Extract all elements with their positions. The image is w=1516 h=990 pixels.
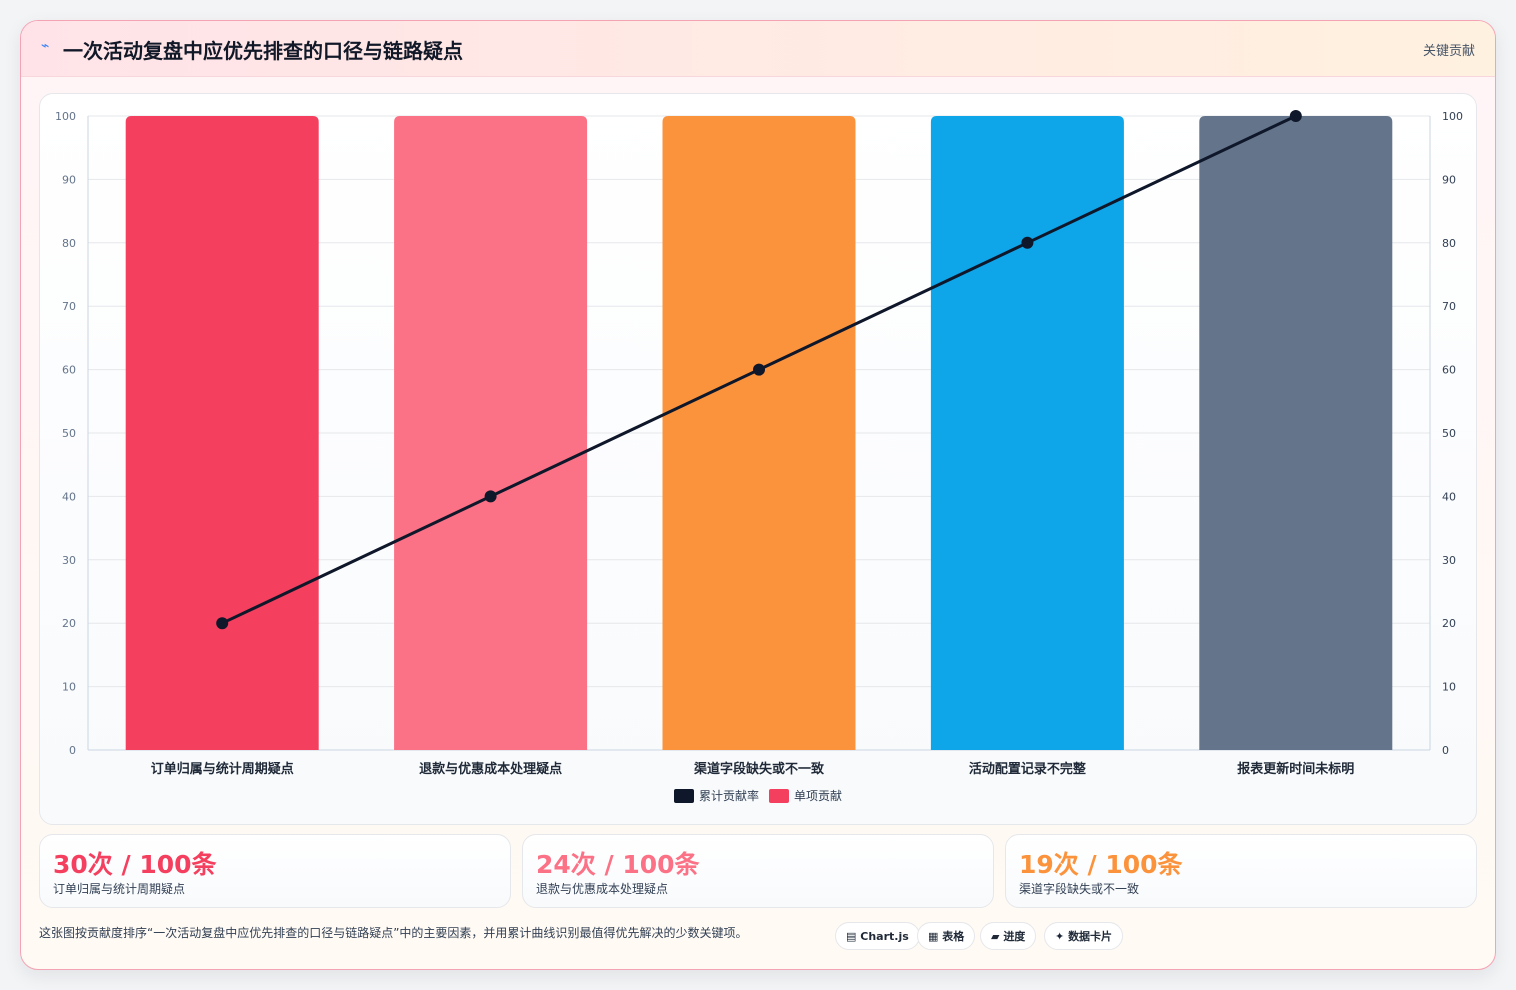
kpi-label: 订单归属与统计周期疑点 bbox=[53, 882, 186, 896]
line-point bbox=[216, 617, 229, 630]
y-tick-label: 40 bbox=[62, 490, 76, 503]
y2-tick-label: 70 bbox=[1442, 300, 1456, 313]
legend-swatch-single bbox=[769, 789, 789, 803]
y-tick-label: 30 bbox=[62, 554, 76, 567]
card-header: ⌁ 一次活动复盘中应优先排查的口径与链路疑点 关键贡献 bbox=[21, 21, 1495, 77]
y-tick-label: 10 bbox=[62, 681, 76, 694]
y2-tick-label: 80 bbox=[1442, 237, 1456, 250]
pareto-chart: 0 0 10 10 20 20 30 30 40 40 50 50 60 60 70 70 80 80 90 90 10… bbox=[55, 110, 1463, 803]
x-tick-label: 报表更新时间未标明 bbox=[1237, 761, 1354, 777]
chart-icon: ▤ bbox=[846, 930, 857, 943]
chart-panel: 0 0 10 10 20 20 30 30 40 40 50 50 60 60 70 70 80 80 90 90 10… bbox=[39, 93, 1477, 825]
line-point bbox=[484, 490, 497, 503]
bar bbox=[1199, 116, 1393, 750]
table-icon: ▦ bbox=[928, 930, 939, 943]
y-tick-label: 70 bbox=[62, 300, 76, 313]
chip-label: Chart.js bbox=[860, 930, 909, 943]
kpi-card-1: 30次 / 100条 订单归属与统计周期疑点 bbox=[39, 834, 511, 908]
y2-tick-label: 20 bbox=[1442, 617, 1456, 630]
progress-icon: ▰ bbox=[991, 930, 1000, 943]
header-tag: 关键贡献 bbox=[1422, 44, 1475, 59]
y-tick-label: 80 bbox=[62, 237, 76, 250]
y2-tick-label: 0 bbox=[1442, 744, 1449, 757]
y2-tick-label: 10 bbox=[1442, 681, 1456, 694]
kpi-value: 30次 / 100条 bbox=[53, 850, 217, 879]
kpi-card-3: 19次 / 100条 渠道字段缺失或不一致 bbox=[1005, 834, 1477, 908]
line-point bbox=[753, 363, 765, 376]
y-tick-label: 20 bbox=[62, 617, 76, 630]
chart-card: ⌁ 一次活动复盘中应优先排查的口径与链路疑点 关键贡献 0 0 10 10 20 20 30… bbox=[20, 20, 1496, 970]
chip-data-card[interactable]: ✦ 数据卡片 bbox=[1044, 922, 1124, 950]
y2-tick-label: 30 bbox=[1442, 554, 1456, 567]
legend-label-cumulative: 累计贡献率 bbox=[699, 788, 759, 803]
chart-description: 这张图按贡献度排序“一次活动复盘中应优先排查的口径与链路疑点”中的主要因素，并用… bbox=[39, 926, 748, 940]
line-point bbox=[1021, 236, 1034, 249]
y-tick-label: 100 bbox=[55, 110, 76, 123]
chip-table[interactable]: ▦ 表格 bbox=[917, 922, 976, 950]
kpi-label: 退款与优惠成本处理疑点 bbox=[536, 882, 669, 896]
legend-swatch-cumulative bbox=[674, 789, 694, 803]
sparkle-icon: ✦ bbox=[1055, 930, 1065, 943]
kpi-card-2: 24次 / 100条 退款与优惠成本处理疑点 bbox=[522, 834, 994, 908]
kpi-value: 24次 / 100条 bbox=[536, 850, 700, 879]
chip-label: 进度 bbox=[1003, 930, 1026, 943]
y-tick-label: 0 bbox=[69, 744, 76, 757]
chip-label: 表格 bbox=[942, 930, 965, 943]
y-tick-label: 50 bbox=[62, 427, 76, 440]
bar bbox=[930, 116, 1124, 750]
legend-label-single: 单项贡献 bbox=[794, 788, 842, 803]
y-tick-label: 60 bbox=[62, 364, 76, 377]
chip-chartjs[interactable]: ▤ Chart.js bbox=[835, 922, 920, 950]
chip-progress[interactable]: ▰ 进度 bbox=[980, 922, 1037, 950]
chip-label: 数据卡片 bbox=[1068, 930, 1113, 943]
x-tick-label: 活动配置记录不完整 bbox=[969, 761, 1087, 777]
x-tick-label: 订单归属与统计周期疑点 bbox=[151, 761, 294, 777]
kpi-value: 19次 / 100条 bbox=[1019, 850, 1183, 879]
kpi-label: 渠道字段缺失或不一致 bbox=[1019, 882, 1140, 896]
bar bbox=[125, 116, 319, 750]
lightning-icon: ⌁ bbox=[41, 38, 50, 54]
y2-tick-label: 100 bbox=[1442, 110, 1463, 123]
y2-tick-label: 50 bbox=[1442, 427, 1456, 440]
y2-tick-label: 60 bbox=[1442, 364, 1456, 377]
y2-tick-label: 90 bbox=[1442, 173, 1456, 186]
line-point bbox=[1289, 110, 1302, 122]
page-title: 一次活动复盘中应优先排查的口径与链路疑点 bbox=[63, 39, 463, 63]
x-tick-label: 退款与优惠成本处理疑点 bbox=[419, 761, 562, 777]
x-tick-label: 渠道字段缺失或不一致 bbox=[693, 761, 825, 777]
y-tick-label: 90 bbox=[62, 173, 76, 186]
bar bbox=[394, 116, 588, 750]
y2-tick-label: 40 bbox=[1442, 490, 1456, 503]
bar bbox=[662, 116, 856, 750]
